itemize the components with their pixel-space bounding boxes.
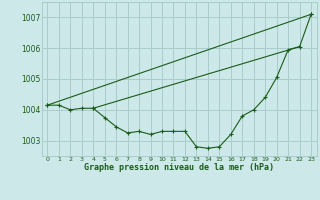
X-axis label: Graphe pression niveau de la mer (hPa): Graphe pression niveau de la mer (hPa) bbox=[84, 163, 274, 172]
